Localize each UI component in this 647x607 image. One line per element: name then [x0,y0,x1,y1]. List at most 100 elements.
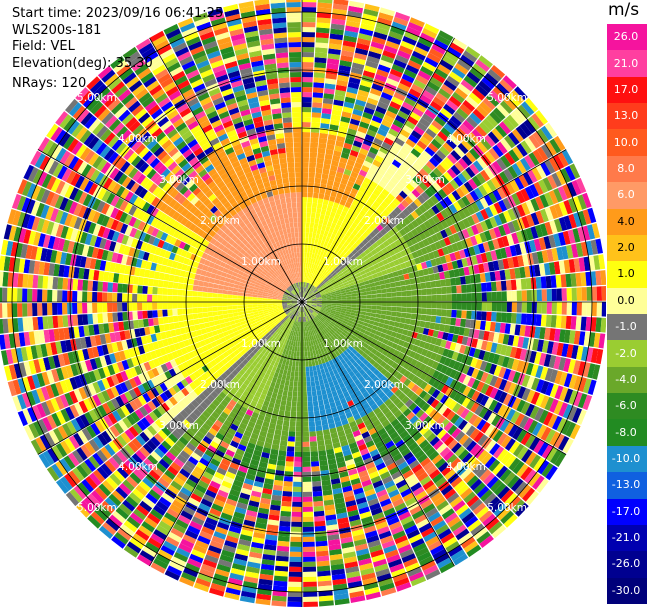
velocity-gate [507,221,516,234]
velocity-gate [316,203,323,209]
velocity-gate [307,401,313,407]
velocity-gate [340,352,347,359]
velocity-gate [532,149,544,164]
velocity-gate [320,261,325,268]
velocity-gate [308,411,314,417]
velocity-gate [341,50,354,58]
velocity-gate [371,83,384,92]
velocity-gate [457,362,466,373]
velocity-gate [471,128,484,141]
velocity-gate [302,406,308,412]
velocity-gate [362,333,369,340]
velocity-gate [330,311,336,315]
velocity-gate [351,408,359,416]
velocity-gate [504,323,511,334]
velocity-gate [385,40,400,50]
velocity-gate [362,138,373,147]
velocity-gate [294,461,302,467]
velocity-gate [402,469,414,480]
velocity-gate [386,484,398,494]
velocity-gate [305,361,309,367]
velocity-gate [322,335,327,341]
velocity-gate [316,157,325,164]
velocity-gate [456,293,462,302]
velocity-gate [513,108,527,122]
velocity-gate [387,444,398,454]
velocity-gate [346,180,355,188]
velocity-gate [478,330,485,340]
velocity-gate [461,258,469,267]
velocity-gate [342,147,351,155]
velocity-gate [525,227,534,241]
velocity-gate [369,358,376,366]
velocity-gate [444,254,452,263]
velocity-gate [421,295,427,302]
velocity-gate [314,270,318,276]
velocity-gate [399,430,409,440]
velocity-gate [308,309,313,314]
velocity-gate [471,224,480,235]
velocity-gate [457,394,467,405]
velocity-gate [465,46,481,59]
velocity-gate [418,326,425,334]
velocity-gate [568,198,578,213]
velocity-gate [354,283,360,288]
velocity-gate [316,299,322,302]
velocity-gate [311,303,317,306]
velocity-gate [357,152,367,161]
velocity-gate [441,294,447,302]
velocity-gate [302,22,316,28]
velocity-gate [334,314,340,319]
velocity-gate [321,294,327,297]
velocity-gate [309,262,313,269]
velocity-gate [334,362,340,369]
velocity-gate [408,533,423,544]
velocity-gate [329,124,339,131]
velocity-gate [302,112,312,118]
velocity-gate [449,496,463,508]
velocity-gate [408,402,418,412]
velocity-gate [310,376,315,382]
velocity-gate [392,198,401,207]
velocity-gate [307,289,312,295]
velocity-gate [476,311,482,321]
velocity-gate [354,378,361,386]
velocity-gate [446,294,452,302]
velocity-gate [352,332,359,338]
velocity-gate [361,302,367,306]
velocity-gate [381,293,387,298]
velocity-gate [422,132,434,143]
velocity-gate [444,206,454,217]
velocity-gate [380,471,391,480]
velocity-gate [435,391,445,402]
velocity-gate [520,157,531,172]
velocity-gate [411,290,417,296]
velocity-gate [596,302,602,317]
velocity-gate [378,415,388,424]
velocity-gate [495,343,503,355]
velocity-gate [413,125,425,136]
velocity-gate [313,281,318,287]
velocity-gate [303,292,306,298]
velocity-gate [508,457,521,471]
velocity-gate [478,407,489,419]
velocity-gate [419,117,431,128]
velocity-gate [427,367,436,377]
velocity-gate [331,298,337,301]
velocity-gate [341,322,347,327]
velocity-gate [539,194,549,208]
velocity-gate [351,199,360,207]
velocity-gate [563,388,574,403]
velocity-gate [312,97,323,103]
velocity-gate [320,317,326,322]
velocity-gate [343,101,355,109]
velocity-gate [293,476,302,482]
velocity-gate [336,208,343,216]
velocity-gate [330,23,345,31]
velocity-gate [406,302,412,308]
velocity-gate [453,326,460,335]
velocity-gate [447,193,457,204]
velocity-gate [340,288,346,292]
velocity-gate [425,484,438,495]
velocity-gate [370,415,379,423]
